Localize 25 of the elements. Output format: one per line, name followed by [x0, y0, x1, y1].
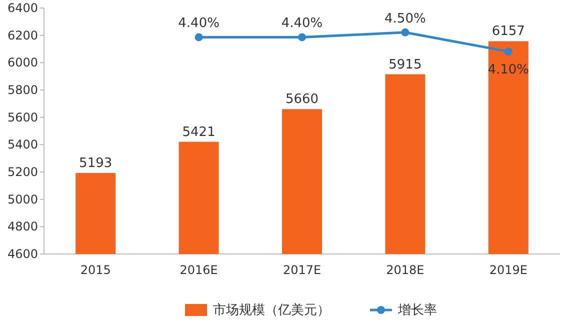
- legend-label: 市场规模（亿美元）: [213, 302, 330, 318]
- y-tick-label: 4600: [7, 247, 38, 261]
- data-label: 4.40%: [281, 16, 323, 32]
- data-label: 4.50%: [384, 11, 426, 26]
- y-tick-label: 5600: [7, 110, 38, 124]
- data-label: 4.40%: [178, 16, 220, 32]
- data-label: 5660: [285, 92, 319, 108]
- x-tick-label: 2019E: [489, 263, 528, 277]
- y-tick-label: 4800: [7, 220, 38, 234]
- data-label: 5193: [79, 156, 112, 171]
- y-tick-label: 5400: [7, 138, 38, 152]
- x-tick-label: 2017E: [282, 263, 322, 277]
- data-label: 5421: [182, 124, 216, 140]
- legend-label: 增长率: [397, 302, 437, 318]
- y-tick-label: 6000: [7, 56, 38, 70]
- data-label: 6157: [492, 24, 525, 40]
- y-tick-label: 6200: [7, 28, 38, 42]
- x-tick-label: 2016E: [180, 263, 218, 277]
- data-label: 5915: [388, 57, 422, 72]
- y-tick-label: 6400: [7, 1, 38, 15]
- x-tick-label: 2018E: [386, 263, 424, 277]
- y-tick-label: 5000: [7, 192, 38, 206]
- y-tick-label: 5800: [7, 83, 38, 97]
- y-tick-label: 5200: [7, 165, 38, 179]
- x-tick-label: 2015: [80, 263, 111, 277]
